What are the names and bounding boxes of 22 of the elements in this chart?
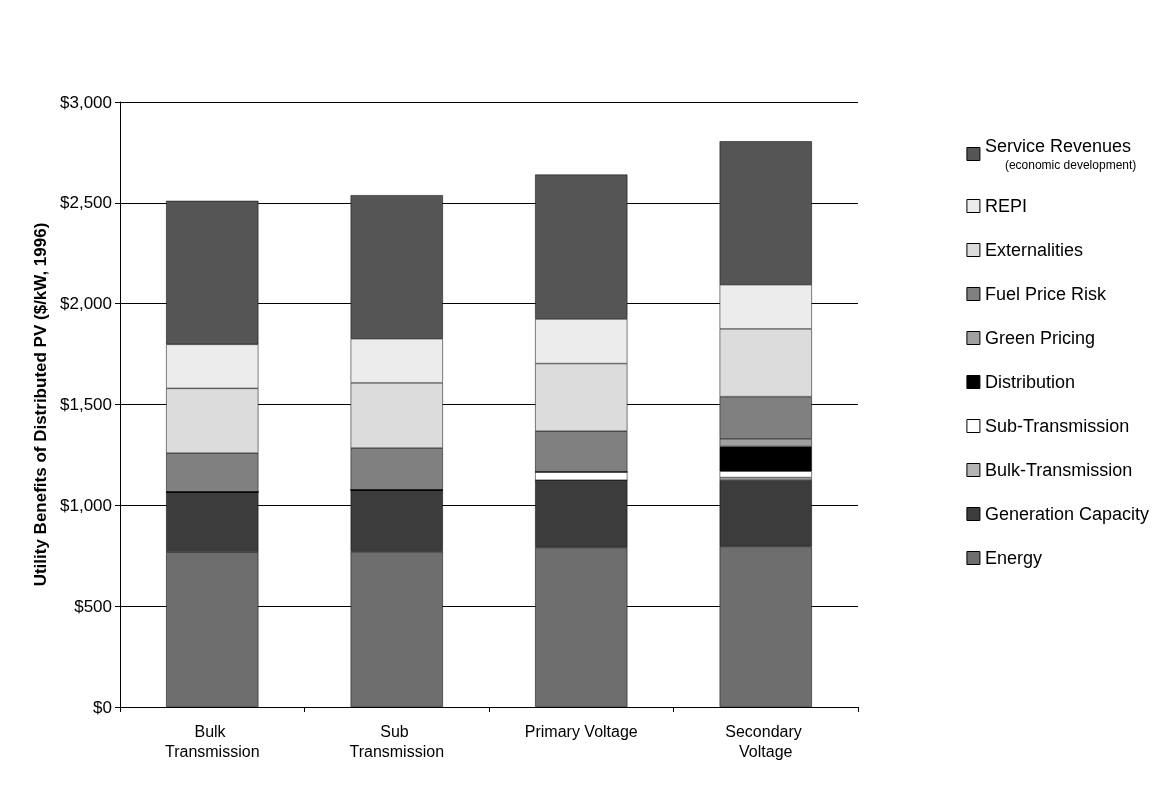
y-tick-label: $500: [74, 596, 112, 616]
legend-label: Externalities: [984, 240, 1083, 260]
legend-label: Distribution: [984, 372, 1075, 392]
y-tick-label: $0: [93, 697, 112, 717]
y-axis-title: Utility Benefits of Distributed PV ($/kW, 1996): [31, 222, 51, 587]
legend-label: Bulk-Transmission: [984, 460, 1133, 480]
legend-label: REPI: [984, 196, 1027, 216]
x-tick-label: Sub Transmission: [349, 722, 445, 760]
x-tick-label: Bulk Transmission: [164, 722, 260, 760]
legend-label: Fuel Price Risk: [984, 284, 1107, 304]
legend-label: Sub-Transmission: [984, 416, 1130, 436]
legend-label: Service Revenues (economic development): [984, 136, 1137, 172]
legend-label: Energy: [984, 548, 1042, 568]
x-tick-label: Secondary Voltage: [725, 722, 807, 760]
y-tick-label: $1,000: [60, 495, 112, 515]
x-tick-label: Primary Voltage: [524, 722, 638, 740]
y-tick-label: $1,500: [60, 395, 112, 414]
y-tick-label: $2,500: [60, 193, 112, 213]
y-tick-label: $2,000: [60, 294, 112, 314]
legend-label: Generation Capacity: [984, 504, 1149, 524]
y-tick-label: $3,000: [60, 92, 112, 112]
legend-label: Green Pricing: [984, 328, 1095, 348]
